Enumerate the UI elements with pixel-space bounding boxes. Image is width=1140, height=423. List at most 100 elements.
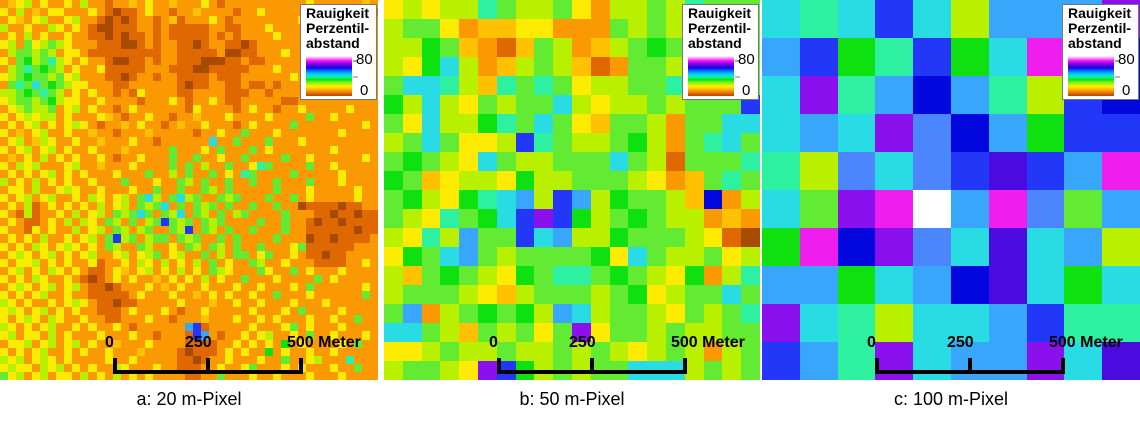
map-cell [80, 137, 89, 146]
map-cell [0, 307, 9, 316]
map-cell [289, 80, 298, 89]
map-cell [209, 56, 218, 65]
map-cell [440, 133, 460, 152]
map-cell [176, 97, 185, 106]
map-cell [217, 48, 226, 57]
map-cell [72, 105, 81, 114]
map-cell [313, 282, 322, 292]
map-cell [104, 40, 113, 49]
map-cell [176, 145, 185, 154]
map-cell [703, 342, 723, 361]
map-cell [56, 315, 65, 324]
map-cell [257, 274, 266, 283]
map-cell [96, 299, 105, 308]
map-cell [16, 331, 25, 340]
map-cell [337, 194, 346, 203]
map-cell [0, 88, 9, 98]
map-cell [225, 339, 234, 348]
map-cell [144, 339, 153, 348]
map-cell [875, 304, 914, 342]
map-cell [0, 72, 9, 81]
map-cell [628, 76, 648, 95]
map-cell [136, 80, 145, 89]
map-cell [168, 371, 177, 380]
map-cell [477, 57, 497, 76]
map-cell [24, 0, 33, 9]
map-cell [80, 202, 89, 211]
map-cell [184, 347, 194, 356]
map-cell [152, 8, 161, 17]
map-cell [628, 57, 648, 76]
map-cell [684, 304, 704, 323]
map-cell [281, 363, 290, 372]
map-cell [16, 137, 25, 146]
map-cell [128, 137, 137, 146]
map-cell [321, 121, 330, 130]
map-cell [80, 32, 89, 41]
map-cell [402, 19, 422, 38]
map-cell [289, 258, 298, 267]
map-cell [16, 210, 25, 219]
map-cell [665, 76, 685, 95]
map-cell [217, 242, 226, 251]
map-cell [553, 57, 572, 76]
map-cell [265, 113, 274, 122]
map-cell [32, 169, 41, 178]
map-cell [152, 145, 161, 154]
map-cell [88, 105, 97, 114]
map-cell [56, 291, 65, 300]
map-cell [152, 161, 161, 170]
map-cell [32, 177, 41, 186]
map-cell [96, 153, 105, 162]
map-cell [249, 339, 258, 348]
map-cell [24, 307, 33, 316]
map-cell [184, 323, 194, 332]
map-cell [459, 266, 478, 285]
map-cell [257, 64, 266, 73]
map-cell [168, 282, 177, 292]
map-cell [289, 24, 298, 33]
map-cell [104, 145, 113, 154]
map-cell [233, 331, 242, 340]
map-cell [647, 57, 666, 76]
map-cell [515, 285, 535, 304]
map-cell [201, 56, 210, 65]
map-cell [136, 56, 145, 65]
map-cell [361, 355, 370, 364]
map-cell [160, 80, 169, 89]
map-cell [217, 0, 226, 9]
map-cell [96, 113, 105, 122]
map-cell [80, 210, 89, 219]
map-cell [337, 315, 346, 324]
map-cell [988, 342, 1027, 380]
map-cell [496, 133, 516, 152]
map-cell [136, 64, 145, 73]
map-cell [609, 152, 629, 171]
map-cell [741, 266, 760, 285]
map-cell [440, 114, 460, 133]
map-cell [329, 266, 338, 275]
map-cell [217, 323, 226, 332]
map-cell [48, 234, 57, 243]
map-cell [477, 19, 497, 38]
map-cell [120, 266, 129, 275]
map-cell [48, 40, 57, 49]
map-cell [8, 307, 17, 316]
map-cell [128, 210, 137, 219]
map-cell [305, 339, 314, 348]
map-cell [24, 161, 33, 170]
map-cell [176, 363, 185, 372]
map-cell [40, 194, 49, 203]
map-cell [128, 371, 137, 380]
map-cell [72, 32, 81, 41]
map-cell [168, 274, 177, 283]
map-cell [72, 299, 81, 308]
map-cell [913, 0, 951, 38]
map-cell [265, 202, 274, 211]
map-cell [496, 285, 516, 304]
map-cell [120, 161, 129, 170]
map-cell [136, 291, 145, 300]
map-cell [56, 145, 65, 154]
map-cell [402, 38, 422, 57]
map-cell [988, 114, 1027, 152]
